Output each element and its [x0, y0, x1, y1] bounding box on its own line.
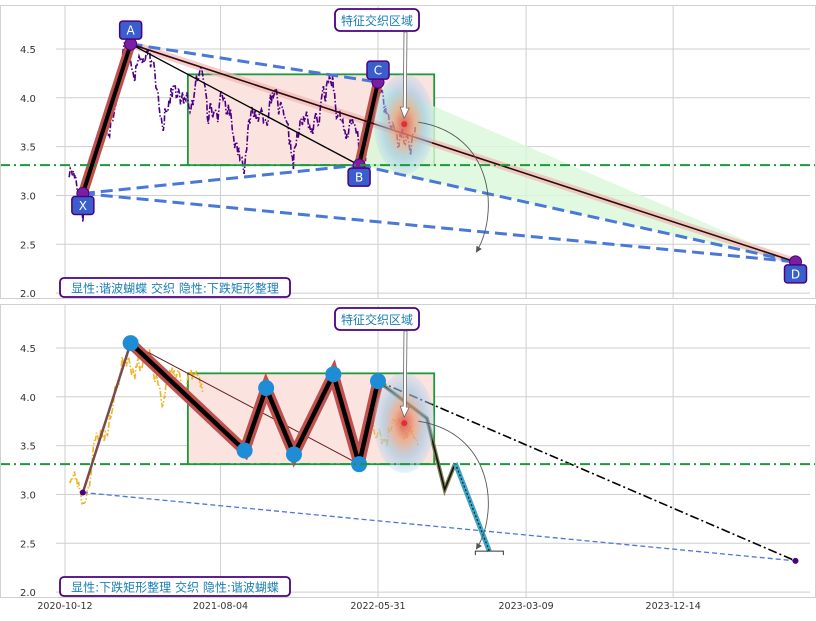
- bottom-d-dot: [792, 557, 799, 564]
- top-curved-arrow: [418, 121, 489, 253]
- xtick-label: 2022-05-31: [350, 601, 405, 612]
- top-dashed-line-bd: [358, 163, 796, 264]
- bottom-curved-arrow: [418, 420, 489, 550]
- top-leg-ad: [130, 43, 796, 263]
- point-label-c: C: [366, 60, 390, 80]
- bottom-pivot-dot: [351, 456, 368, 473]
- point-label-box: [366, 60, 390, 80]
- bottom-target-bracket: [474, 550, 504, 556]
- point-label-d: D: [783, 264, 808, 284]
- annotation-text: 特征交织区域: [341, 13, 413, 28]
- caption-frame: [59, 277, 291, 298]
- top-ytick-label: 4.5: [20, 45, 36, 56]
- bottom-target-dot: [401, 420, 408, 427]
- point-label-x: X: [71, 195, 95, 216]
- top-dashed-line-ac: [130, 42, 379, 84]
- bottom-cd-dashdot-line: [377, 380, 796, 562]
- caption-frame: [59, 576, 291, 597]
- point-label-text: B: [355, 171, 363, 185]
- top-leg-xa: [80, 42, 133, 196]
- bottom-ytick-label: 3.0: [20, 490, 36, 501]
- top-annotation-box: 特征交织区域: [334, 8, 420, 32]
- bottom-pivot-dot: [258, 379, 275, 396]
- bottom-x-dot: [79, 489, 86, 496]
- top-price-line: [68, 35, 417, 222]
- bottom-pivot-dot: [285, 446, 302, 463]
- caption-text: 显性:下跌矩形整理 交织 隐性:谐波蝴蝶: [71, 580, 279, 595]
- top-dashed-line-xd: [82, 192, 796, 264]
- annotation-frame: [334, 307, 420, 331]
- xtick-label: 2023-03-09: [498, 601, 553, 612]
- bottom-pivot-dot: [325, 366, 342, 383]
- point-label-text: A: [127, 24, 136, 38]
- point-label-b: B: [347, 167, 371, 187]
- caption-text: 显性:谐波蝴蝶 交织 隐性:下跌矩形整理: [71, 281, 279, 296]
- top-ytick-label: 2.0: [20, 289, 36, 300]
- bottom-pivot-dot: [122, 335, 139, 352]
- bottom-xa-line: [81, 342, 132, 493]
- annotation-pointer: [399, 330, 410, 419]
- top-ytick-label: 4.0: [20, 94, 36, 105]
- top-leg-ab: [130, 43, 360, 166]
- annotation-frame: [334, 8, 420, 32]
- top-leg-bc: [357, 80, 380, 168]
- point-label-box: [347, 167, 371, 187]
- xtick-label: 2023-12-14: [646, 601, 701, 612]
- bottom-annotation-arrow: [399, 330, 410, 419]
- bottom-xd-dashed-line: [82, 491, 796, 562]
- top-projection-area: [359, 82, 796, 262]
- bottom-price-line: [68, 349, 204, 505]
- point-label-text: C: [374, 64, 382, 78]
- top-annotation-arrow: [399, 31, 410, 120]
- top-caption-box: 显性:谐波蝴蝶 交织 隐性:下跌矩形整理: [59, 277, 291, 298]
- point-label-text: X: [79, 199, 87, 213]
- bottom-annotation-box: 特征交织区域: [334, 307, 420, 331]
- top-dashed-line-xb: [82, 163, 360, 195]
- bottom-pivot-dot: [370, 373, 386, 390]
- top-target-dot: [401, 121, 408, 128]
- annotation-pointer: [399, 31, 410, 120]
- bottom-projection-final-halo: [452, 462, 492, 553]
- top-point-marker-a: [124, 37, 138, 51]
- bottom-ytick-label: 2.0: [20, 588, 36, 599]
- top-ytick-label: 3.5: [20, 143, 36, 154]
- bottom-ytick-label: 3.5: [20, 442, 36, 453]
- point-label-a: A: [118, 20, 143, 40]
- bottom-ytick-label: 4.5: [20, 344, 36, 355]
- annotation-text: 特征交织区域: [341, 312, 413, 327]
- xtick-label: 2020-10-12: [37, 601, 92, 612]
- point-label-box: [783, 264, 808, 284]
- top-ytick-label: 3.0: [20, 191, 36, 202]
- point-label-box: [118, 20, 143, 40]
- bottom-ab-line: [130, 342, 360, 465]
- bottom-ytick-label: 4.0: [20, 393, 36, 404]
- point-label-box: [71, 195, 95, 216]
- bottom-pivot-dot: [236, 442, 253, 459]
- point-label-text: D: [791, 267, 800, 281]
- xtick-label: 2021-08-04: [193, 601, 248, 612]
- bottom-ytick-label: 2.5: [20, 539, 36, 550]
- bottom-caption-box: 显性:下跌矩形整理 交织 隐性:谐波蝴蝶: [59, 576, 291, 597]
- top-ytick-label: 2.5: [20, 240, 36, 251]
